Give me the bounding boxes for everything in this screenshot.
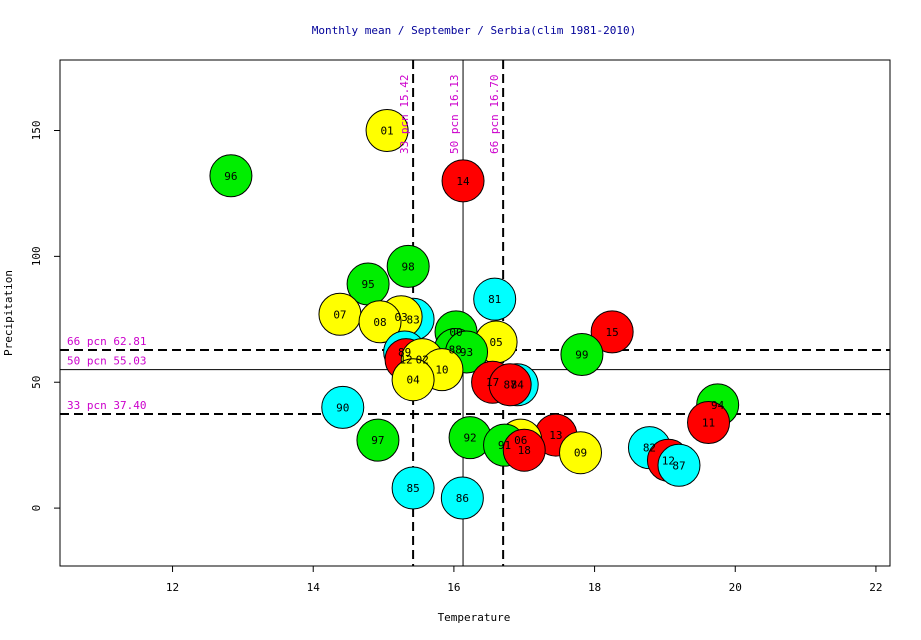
data-point-label: 04 bbox=[406, 374, 420, 387]
data-point-label: 03 bbox=[395, 311, 408, 324]
data-point bbox=[473, 277, 517, 321]
data-point-label: 86 bbox=[456, 492, 469, 505]
data-point-label: 92 bbox=[463, 432, 476, 445]
data-point-label: 00 bbox=[449, 326, 462, 339]
y-axis-label: Precipitation bbox=[2, 270, 15, 356]
data-point bbox=[687, 401, 731, 445]
data-point-label: 15 bbox=[606, 326, 619, 339]
data-point-label: 11 bbox=[702, 417, 715, 430]
data-point bbox=[657, 443, 701, 487]
temperature-percentile-label: 50 pcn 16.13 bbox=[448, 75, 461, 154]
data-point-label: 13 bbox=[549, 429, 562, 442]
precipitation-percentile-label: 66 pcn 62.81 bbox=[67, 335, 146, 348]
data-point bbox=[441, 159, 485, 203]
data-point-label: 83 bbox=[406, 313, 419, 326]
data-point bbox=[488, 363, 532, 407]
data-point-label: 90 bbox=[336, 401, 349, 414]
temperature-percentile-label: 66 pcn 16.70 bbox=[488, 75, 501, 154]
data-point bbox=[502, 428, 546, 472]
data-point-label: 81 bbox=[488, 293, 501, 306]
data-point-label: 93 bbox=[460, 346, 473, 359]
data-point-label: 87 bbox=[672, 459, 685, 472]
data-point bbox=[358, 300, 402, 344]
x-tick-label: 12 bbox=[166, 581, 179, 594]
data-point-label: 88 bbox=[449, 344, 462, 357]
data-point-label: 09 bbox=[574, 447, 587, 460]
data-point-label: 08 bbox=[373, 316, 386, 329]
x-tick-label: 14 bbox=[307, 581, 321, 594]
data-point-label: 12 bbox=[399, 354, 412, 367]
data-point-label: 98 bbox=[402, 260, 415, 273]
y-tick-label: 100 bbox=[30, 246, 43, 266]
data-point-label: 91 bbox=[498, 439, 511, 452]
plot-frame bbox=[59, 59, 891, 567]
data-point-label: 94 bbox=[711, 399, 725, 412]
data-point-label: 87 bbox=[504, 379, 517, 392]
data-point-label: 01 bbox=[380, 124, 393, 137]
data-point-label: 10 bbox=[435, 364, 448, 377]
data-point bbox=[386, 244, 430, 288]
data-point bbox=[356, 418, 400, 462]
data-point bbox=[209, 154, 253, 198]
data-point-label: 07 bbox=[333, 308, 346, 321]
data-point-label: 17 bbox=[486, 376, 499, 389]
data-point-label: 97 bbox=[371, 434, 384, 447]
data-point-label: 99 bbox=[575, 349, 588, 362]
data-point-label: 02 bbox=[416, 354, 429, 367]
data-point-label: 89 bbox=[398, 346, 411, 359]
data-point-label: 96 bbox=[224, 170, 237, 183]
data-point-label: 82 bbox=[643, 442, 656, 455]
data-point bbox=[321, 385, 365, 429]
chart-title: Monthly mean / September / Serbia(clim 1… bbox=[312, 24, 637, 37]
data-point bbox=[391, 358, 435, 402]
data-point bbox=[440, 476, 484, 520]
data-point bbox=[560, 333, 604, 377]
data-point-label: 84 bbox=[511, 379, 525, 392]
x-tick-label: 22 bbox=[869, 581, 882, 594]
data-point bbox=[559, 431, 603, 475]
data-point-label: 95 bbox=[361, 278, 374, 291]
data-point-label: 85 bbox=[406, 482, 419, 495]
temperature-percentile-label: 33 pcn 15.42 bbox=[398, 75, 411, 154]
precipitation-percentile-label: 33 pcn 37.40 bbox=[67, 399, 146, 412]
data-point-label: 14 bbox=[456, 175, 470, 188]
y-tick-label: 0 bbox=[30, 505, 43, 512]
x-tick-label: 18 bbox=[588, 581, 601, 594]
data-point bbox=[590, 310, 634, 354]
precipitation-percentile-label: 50 pcn 55.03 bbox=[67, 355, 146, 368]
data-point-label: 06 bbox=[514, 434, 527, 447]
x-tick-label: 16 bbox=[447, 581, 460, 594]
data-point bbox=[391, 466, 435, 510]
x-tick-label: 20 bbox=[729, 581, 742, 594]
y-tick-label: 150 bbox=[30, 121, 43, 141]
x-axis-label: Temperature bbox=[438, 611, 511, 624]
data-point bbox=[365, 108, 409, 152]
data-point-label: 12 bbox=[662, 454, 675, 467]
data-point-label: 18 bbox=[518, 444, 531, 457]
data-point-label: 05 bbox=[489, 336, 502, 349]
y-tick-label: 50 bbox=[30, 376, 43, 389]
